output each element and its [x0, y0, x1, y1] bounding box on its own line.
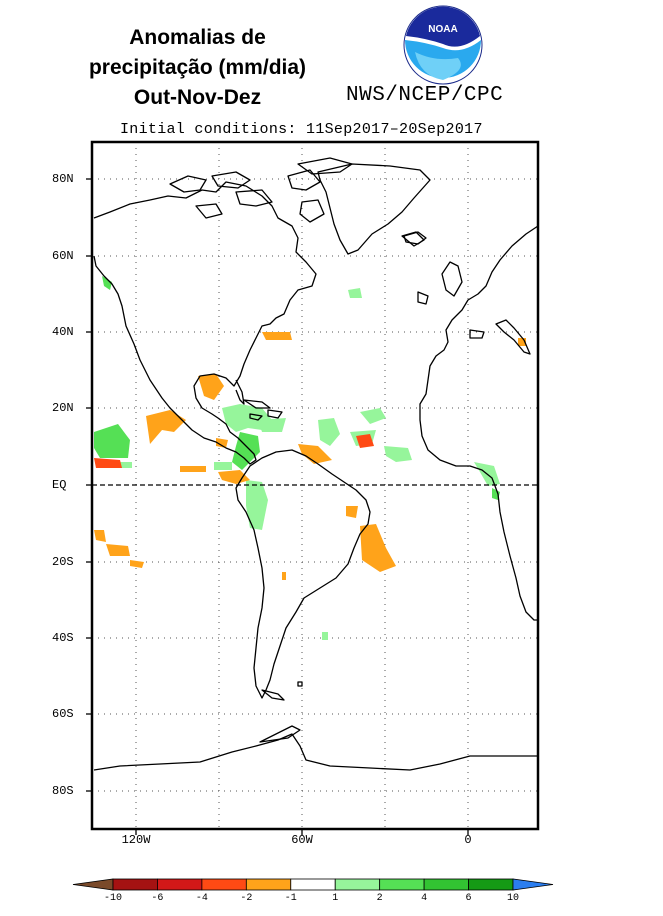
dry-anomaly-region [218, 470, 250, 484]
dry-anomaly-region [262, 332, 292, 340]
dry-anomaly-region [360, 524, 396, 572]
wet-anomaly-region [94, 424, 130, 458]
wet-anomaly-region [246, 480, 268, 530]
lon-label-60w: 60W [291, 833, 313, 847]
lat-label-80n: 80N [52, 172, 74, 186]
wet-anomaly-region [102, 276, 112, 290]
lon-label-0: 0 [464, 833, 472, 847]
colorbar-label: -6 [151, 893, 164, 904]
colorbar-label: 4 [421, 893, 428, 904]
wet-anomaly-region [384, 446, 412, 462]
agency-label: NWS/NCEP/CPC [346, 84, 504, 107]
dry-anomaly-region [94, 458, 122, 468]
dry-anomaly-region [146, 410, 186, 444]
wet-anomaly-region [360, 408, 386, 424]
lat-label-60n: 60N [52, 249, 74, 263]
lat-label-80s: 80S [52, 784, 74, 798]
wet-anomaly-region [348, 288, 362, 298]
dry-anomaly-region [106, 544, 130, 556]
colorbar-label: 10 [506, 893, 519, 904]
title-line-1: Anomalias de [129, 26, 266, 49]
dry-anomaly-region [282, 572, 286, 580]
dry-anomaly-region [216, 438, 228, 448]
wet-anomaly-region [318, 418, 340, 446]
dry-anomaly-region [298, 444, 332, 464]
wet-anomaly-region [258, 418, 286, 432]
dry-anomaly-region [356, 434, 374, 448]
wet-anomaly-region [232, 432, 260, 470]
colorbar-label: 2 [376, 893, 383, 904]
lat-label-20s: 20S [52, 555, 74, 569]
lat-label-60s: 60S [52, 707, 74, 721]
wet-anomaly-region [322, 632, 328, 640]
dry-anomaly-region [94, 530, 106, 542]
wet-anomaly-region [222, 404, 272, 432]
dry-anomaly-region [130, 560, 144, 568]
title-line-3: Out-Nov-Dez [133, 86, 262, 109]
anomaly-patches [94, 276, 526, 640]
colorbar-label: 1 [332, 893, 339, 904]
colorbar-label: -1 [284, 893, 297, 904]
lat-label-eq: EQ [52, 478, 67, 492]
colorbar-label: 6 [465, 893, 472, 904]
axis-ticks [86, 178, 469, 835]
title-line-2: precipitação (mm/dia) [88, 56, 307, 79]
coastlines [93, 157, 538, 771]
grid-lines [92, 142, 538, 829]
dry-anomaly-region [198, 374, 224, 400]
lat-label-20n: 20N [52, 401, 74, 415]
colorbar-label: -2 [240, 893, 253, 904]
wet-anomaly-region [214, 462, 232, 470]
dry-anomaly-region [346, 506, 358, 518]
dry-anomaly-region [180, 466, 206, 472]
colorbar-label: -4 [195, 893, 208, 904]
initial-conditions: Initial conditions: 11Sep2017–20Sep2017 [120, 121, 483, 138]
lat-label-40s: 40S [52, 631, 74, 645]
lat-label-40n: 40N [52, 325, 74, 339]
colorbar-label: -10 [103, 893, 122, 904]
lon-label-120w: 120W [121, 833, 151, 847]
